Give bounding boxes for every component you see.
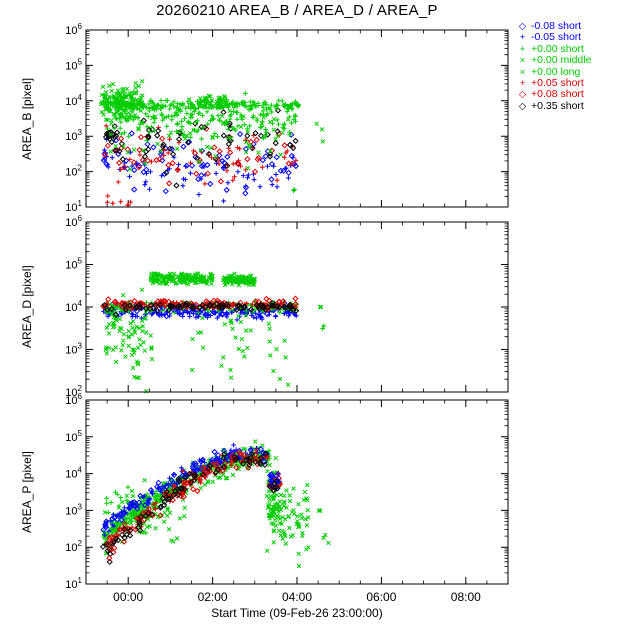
legend-item: × +0.00 middle <box>515 54 592 67</box>
x-tick-label: 08:00 <box>451 590 481 604</box>
y-tick-label: 103 <box>65 128 82 143</box>
x-tick-label: 02:00 <box>198 590 228 604</box>
y-tick-label: 106 <box>65 22 82 37</box>
series-2-points <box>105 91 298 143</box>
panel-0: 101 102 103 104 105 106 <box>65 22 509 214</box>
y-axis-label-area-p: AREA_P [pixel] <box>20 451 34 533</box>
series-3-points <box>314 121 325 144</box>
legend-label: +0.00 middle <box>531 54 592 67</box>
y-tick-label: 105 <box>65 57 82 72</box>
diamond-icon: ◇ <box>518 100 527 112</box>
y-tick-label: 104 <box>65 466 82 481</box>
axis-frame <box>85 29 509 208</box>
axis-ticks <box>86 400 508 584</box>
y-tick-label: 102 <box>65 539 82 554</box>
legend-label: +0.00 short <box>531 42 584 55</box>
legend-label: -0.05 short <box>531 31 582 44</box>
y-tick-label: 106 <box>65 392 82 407</box>
legend-item: + +0.05 short <box>515 78 591 89</box>
series-4-points <box>130 319 143 381</box>
axis-ticks <box>86 30 508 207</box>
x-tick-label: 06:00 <box>366 590 396 604</box>
series-3-points <box>148 271 215 287</box>
y-tick-label: 101 <box>65 576 82 591</box>
legend-label: -0.08 short <box>531 20 582 32</box>
legend-item: ◇ +0.08 short <box>515 89 591 100</box>
legend: ◇ -0.08 short + -0.05 short + +0.00 shor… <box>515 21 592 112</box>
axis-frame <box>85 399 509 585</box>
legend-item: ◇ +0.35 short <box>515 99 591 112</box>
y-axis-label-area-d: AREA_D [pixel] <box>20 265 34 349</box>
legend-label: +0.35 short <box>531 99 584 112</box>
legend-item: + -0.05 short <box>515 32 591 43</box>
series-2-points <box>320 323 327 331</box>
legend-item: + +0.00 short <box>515 42 591 55</box>
plus-icon: + <box>519 32 526 44</box>
y-tick-label: 101 <box>65 199 82 214</box>
plus-icon: + <box>519 43 526 55</box>
y-tick-label: 105 <box>65 429 82 444</box>
series-7-points <box>101 299 300 318</box>
x-tick-label: 04:00 <box>282 590 312 604</box>
y-tick-label: 102 <box>65 164 82 179</box>
legend-label: +0.08 short <box>531 88 584 101</box>
axis-ticks <box>86 222 508 392</box>
series-0-points <box>100 130 300 197</box>
panel-2: 101 102 103 104 105 106 00:00 02:00 04:00 06:00 08… <box>65 392 509 604</box>
legend-item: ◇ -0.08 short <box>515 21 591 32</box>
y-tick-label: 103 <box>65 502 82 517</box>
legend-item: × +0.00 long <box>515 65 591 78</box>
series-6-points <box>104 533 115 562</box>
diamond-icon: ◇ <box>518 89 527 101</box>
diamond-icon: ◇ <box>518 21 527 32</box>
y-axis-label-area-b: AREA_B [pixel] <box>20 77 34 160</box>
legend-label: +0.05 short <box>531 77 584 90</box>
x-tick-label: 00:00 <box>113 590 143 604</box>
legend-label: +0.00 long <box>531 65 581 78</box>
y-tick-label: 104 <box>65 299 82 314</box>
series-4-points <box>108 97 291 172</box>
y-tick-label: 103 <box>65 342 82 357</box>
y-tick-label: 105 <box>65 257 82 272</box>
plus-icon: + <box>519 78 526 90</box>
series-3-points <box>316 508 323 513</box>
series-7-points <box>266 477 281 494</box>
cross-icon: × <box>519 55 526 67</box>
series-3-points <box>198 93 230 110</box>
series-2-points <box>291 187 297 193</box>
series-3-points <box>317 304 324 310</box>
series-4-points <box>103 280 155 394</box>
axis-frame <box>85 221 509 393</box>
chart-title: 20260210 AREA_B / AREA_D / AREA_P <box>156 2 438 19</box>
series-3-points <box>220 271 257 288</box>
series-4-points <box>106 310 127 337</box>
y-tick-label: 104 <box>65 93 82 108</box>
y-tick-label: 106 <box>65 214 82 229</box>
cross-icon: × <box>519 66 526 78</box>
x-axis-label: Start Time (09-Feb-26 23:00:00) <box>211 606 383 620</box>
series-5-points <box>105 193 133 208</box>
series-4-points <box>321 532 331 546</box>
